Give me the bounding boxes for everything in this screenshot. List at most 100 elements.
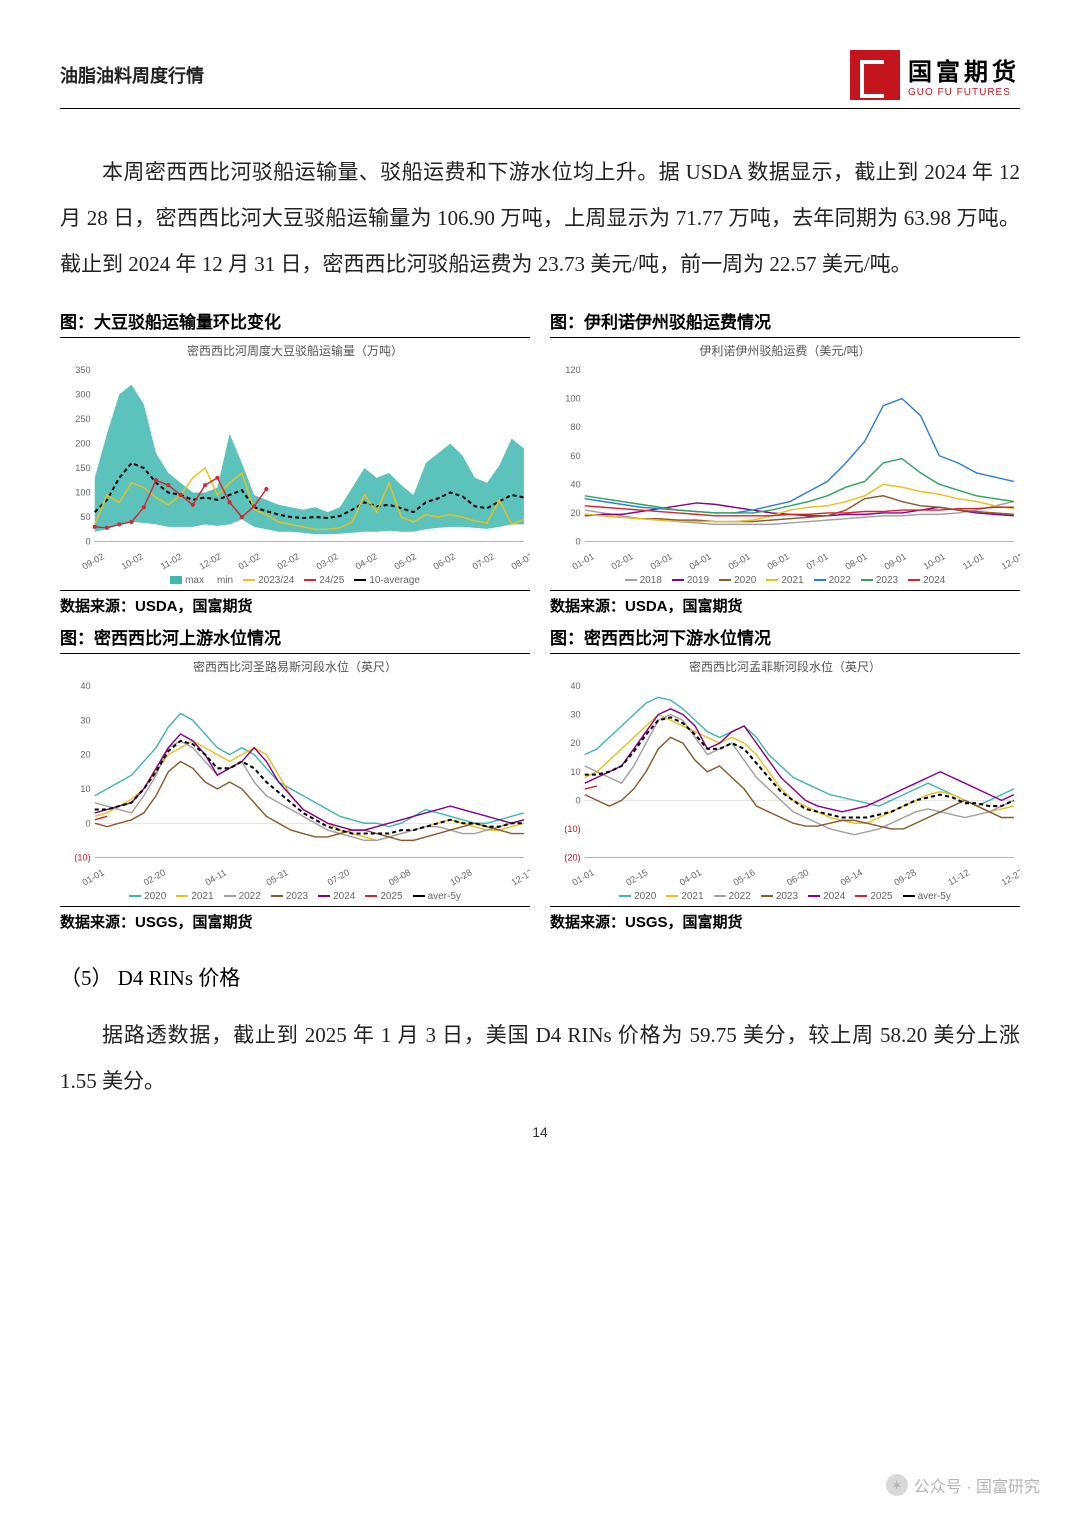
chart-source: 数据来源：USGS，国富期货 [60,906,530,932]
svg-text:50: 50 [80,512,90,522]
svg-text:40: 40 [80,681,90,691]
chart-subtitle: 伊利诺伊州驳船运费（美元/吨） [550,342,1020,359]
svg-text:10: 10 [80,784,90,794]
svg-text:40: 40 [570,479,580,489]
logo-en: GUO FU FUTURES [908,87,1020,98]
svg-text:05-16: 05-16 [731,867,756,887]
svg-text:150: 150 [75,463,90,473]
svg-text:0: 0 [86,536,91,546]
svg-text:30: 30 [80,715,90,725]
svg-text:07-20: 07-20 [326,867,351,887]
page-header: 油脂油料周度行情 国富期货 GUO FU FUTURES [60,50,1020,109]
svg-text:20: 20 [570,508,580,518]
svg-text:04-11: 04-11 [203,867,228,887]
svg-text:09-02: 09-02 [81,551,106,571]
logo-icon [850,50,900,100]
paragraph-1: 本周密西西比河驳船运输量、驳船运费和下游水位均上升。据 USDA 数据显示，截止… [60,149,1020,288]
svg-text:300: 300 [75,389,90,399]
chart-title: 图：密西西比河上游水位情况 [60,624,530,654]
chart-canvas: (20)(10)01020304001-0102-1504-0105-1606-… [550,679,1020,889]
svg-text:20: 20 [80,749,90,759]
chart-upstream: 图：密西西比河上游水位情况 密西西比河圣路易斯河段水位（英尺） (10) 0 10 2… [60,624,530,932]
svg-text:09-28: 09-28 [892,867,917,887]
chart-legend: maxmin2023/2424/2510-average [60,575,530,586]
chart-subtitle: 密西西比河圣路易斯河段水位（英尺） [60,658,530,675]
brand-logo: 国富期货 GUO FU FUTURES [850,50,1020,100]
section-head: （5） D4 RINs 价格 [60,962,1020,992]
svg-text:05-02: 05-02 [393,551,418,571]
svg-text:20: 20 [570,738,580,748]
svg-text:09-01: 09-01 [883,551,908,571]
svg-text:08-01: 08-01 [844,551,869,571]
svg-text:03-01: 03-01 [649,551,674,571]
svg-text:11-01: 11-01 [961,551,986,571]
svg-text:40: 40 [570,681,580,691]
chart-legend: 202020212022202320242025aver-5y [550,891,1020,902]
chart-canvas: 0 50 100 150 200 250 300 350 09-02 10-02 11-02 12-0… [60,363,530,573]
chart-title: 图：大豆驳船运输量环比变化 [60,308,530,338]
wechat-icon: ✶ [886,1474,908,1496]
svg-text:11-02: 11-02 [159,551,184,571]
svg-text:04-01: 04-01 [678,867,703,887]
svg-text:200: 200 [75,438,90,448]
chart-subtitle: 密西西比河周度大豆驳船运输量（万吨） [60,342,530,359]
svg-text:06-01: 06-01 [766,551,791,571]
chart-source: 数据来源：USDA，国富期货 [550,590,1020,616]
svg-text:10-28: 10-28 [448,867,473,887]
watermark: ✶ 公众号 · 国富研究 [886,1473,1040,1497]
chart-source: 数据来源：USDA，国富期货 [60,590,530,616]
svg-text:10-02: 10-02 [120,551,145,571]
svg-text:08-02: 08-02 [510,551,530,571]
svg-text:12-02: 12-02 [198,551,223,571]
watermark-text: 公众号 · 国富研究 [914,1473,1040,1497]
svg-text:02-01: 02-01 [610,551,635,571]
svg-text:02-15: 02-15 [624,867,649,887]
chart-canvas: 02040608010012001-0102-0103-0104-0105-01… [550,363,1020,573]
svg-text:12-01: 12-01 [1000,551,1020,571]
svg-text:02-02: 02-02 [276,551,301,571]
svg-text:60: 60 [570,450,580,460]
svg-text:07-01: 07-01 [805,551,830,571]
svg-text:05-01: 05-01 [727,551,752,571]
svg-text:06-02: 06-02 [432,551,457,571]
paragraph-2: 据路透数据，截止到 2025 年 1 月 3 日，美国 D4 RINs 价格为 … [60,1012,1020,1104]
logo-cn: 国富期货 [908,52,1020,87]
svg-text:08-14: 08-14 [839,867,864,887]
svg-text:10: 10 [570,766,580,776]
svg-text:0: 0 [576,536,581,546]
chart-legend: 202020212022202320242025aver-5y [60,891,530,902]
chart-subtitle: 密西西比河孟菲斯河段水位（英尺） [550,658,1020,675]
svg-text:80: 80 [570,422,580,432]
svg-text:100: 100 [565,393,580,403]
svg-text:30: 30 [570,709,580,719]
svg-text:100: 100 [75,487,90,497]
svg-text:07-02: 07-02 [471,551,496,571]
svg-text:10-01: 10-01 [922,551,947,571]
svg-text:0: 0 [86,818,91,828]
svg-text:01-01: 01-01 [81,867,106,887]
svg-text:0: 0 [576,795,581,805]
chart-legend: 2018201920202021202220232024 [550,575,1020,586]
svg-text:04-02: 04-02 [354,551,379,571]
chart-source: 数据来源：USGS，国富期货 [550,906,1020,932]
svg-text:05-31: 05-31 [264,867,289,887]
chart-title: 图：伊利诺伊州驳船运费情况 [550,308,1020,338]
svg-text:09-08: 09-08 [387,867,412,887]
chart-title: 图：密西西比河下游水位情况 [550,624,1020,654]
page-number: 14 [60,1124,1020,1140]
svg-text:04-01: 04-01 [688,551,713,571]
svg-text:(20): (20) [564,852,580,862]
chart-canvas: (10) 0 10 20 30 40 01-01 02-20 04-11 05-31 07-20 09… [60,679,530,889]
svg-text:250: 250 [75,414,90,424]
svg-text:01-02: 01-02 [237,551,262,571]
svg-text:12-27: 12-27 [1000,867,1020,887]
svg-text:(10): (10) [74,852,90,862]
svg-text:350: 350 [75,365,90,375]
svg-text:03-02: 03-02 [315,551,340,571]
svg-text:11-12: 11-12 [946,867,971,887]
svg-text:(10): (10) [564,824,580,834]
svg-text:02-20: 02-20 [142,867,167,887]
svg-text:12-17: 12-17 [510,867,530,887]
svg-text:01-01: 01-01 [571,867,596,887]
chart-illinois-rate: 图：伊利诺伊州驳船运费情况 伊利诺伊州驳船运费（美元/吨） 0 20 40 60 80 1… [550,308,1020,616]
